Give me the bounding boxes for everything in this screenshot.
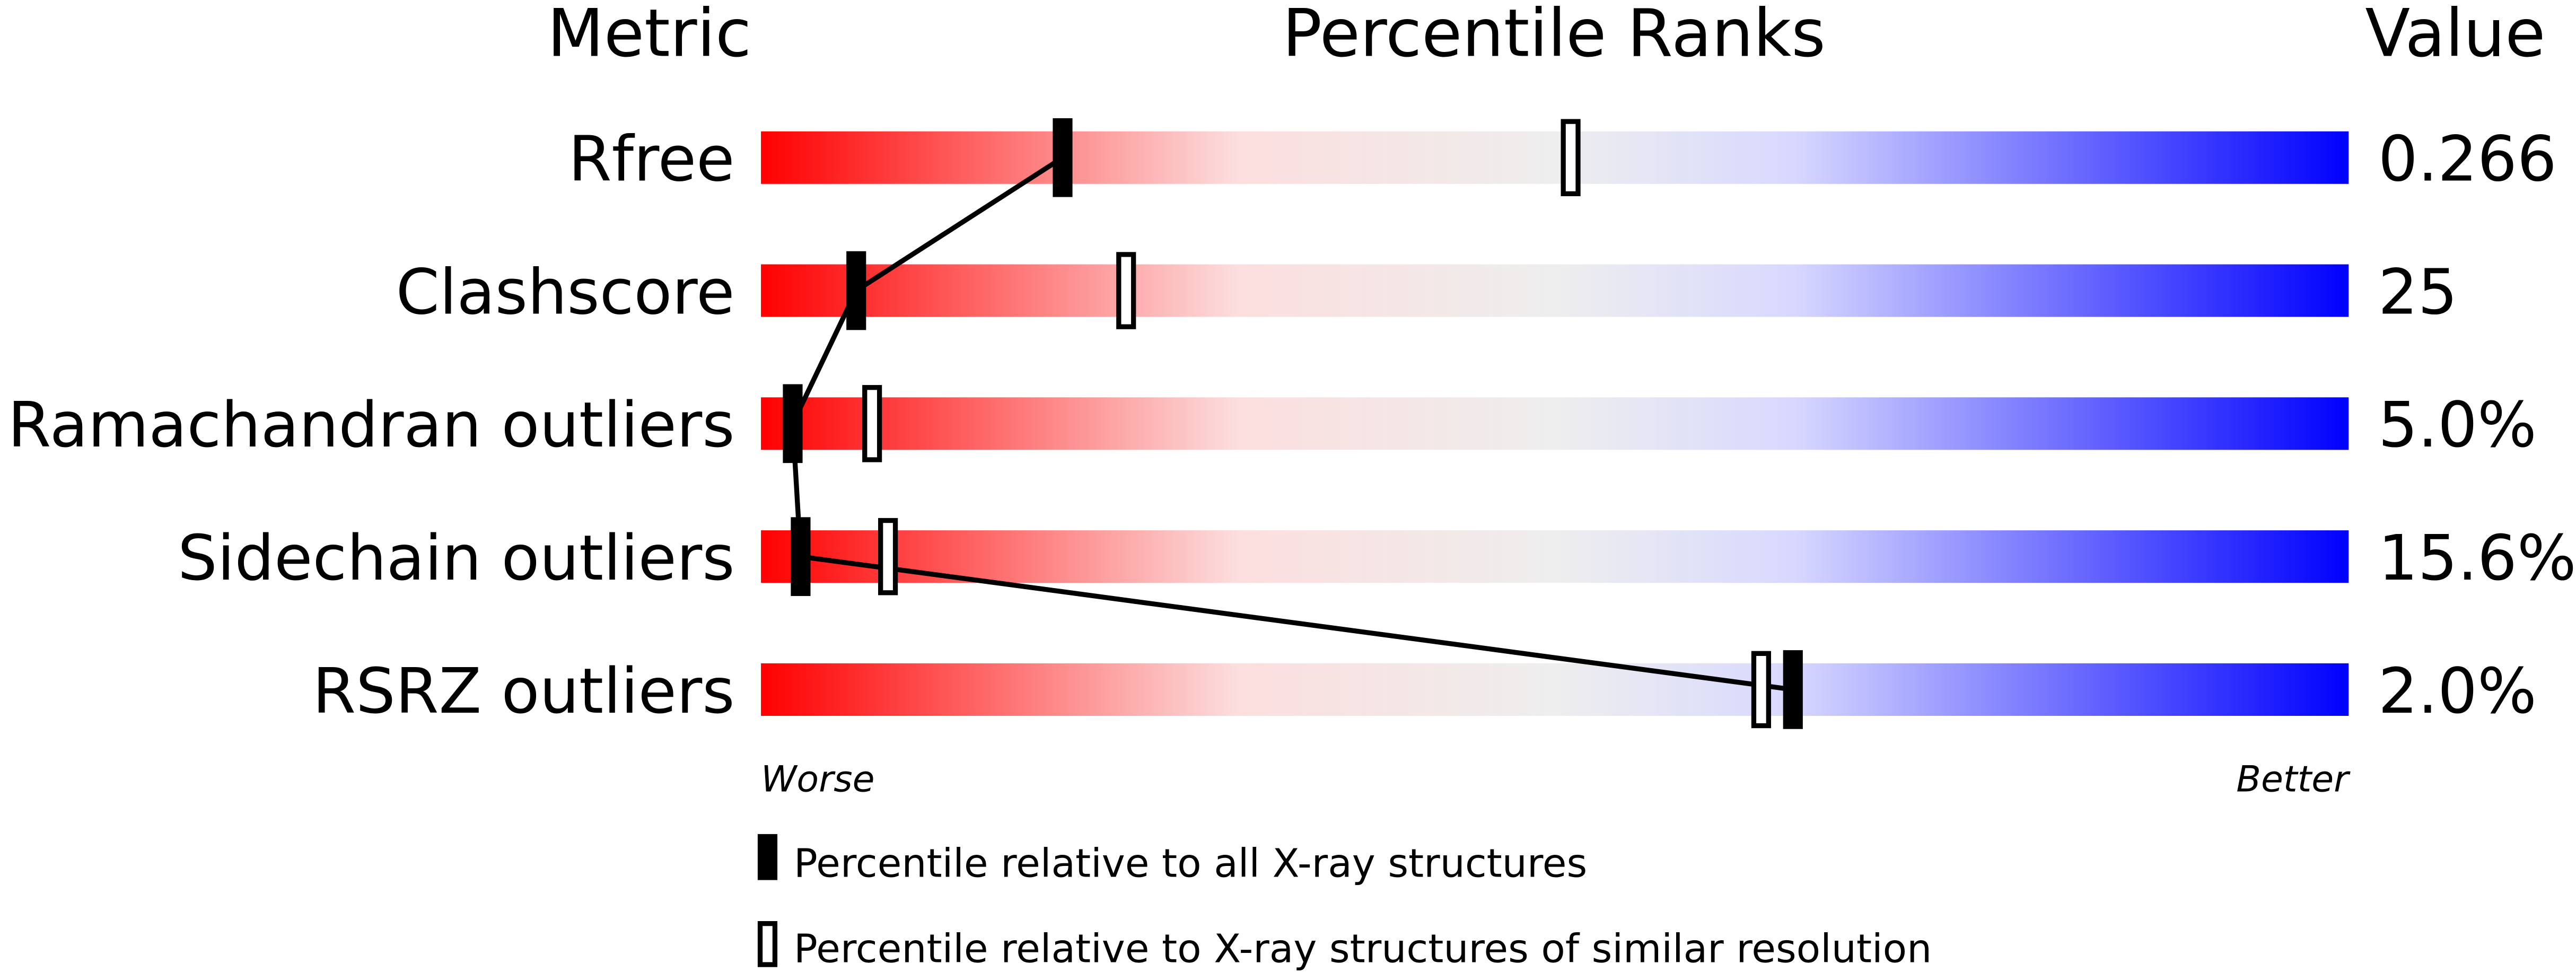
legend-filled-marker-icon — [757, 834, 778, 880]
percentile-bar — [761, 131, 2349, 184]
value-label: 0.266 — [2378, 123, 2557, 196]
marker-all-structures — [783, 384, 803, 463]
metric-label: RSRZ outliers — [312, 655, 734, 728]
percentile-bar — [761, 530, 2349, 583]
marker-all-structures — [846, 251, 866, 330]
value-label: 25 — [2378, 256, 2458, 328]
marker-similar-resolution — [1751, 651, 1771, 729]
metric-label: Clashscore — [396, 256, 735, 328]
percentile-bar — [761, 663, 2349, 716]
legend-label-all: Percentile relative to all X-ray structu… — [794, 840, 1587, 886]
marker-all-structures — [791, 517, 811, 596]
percentile-bar — [761, 264, 2349, 317]
metric-label: Ramachandran outliers — [8, 389, 735, 461]
legend-label-similar: Percentile relative to X-ray structures … — [794, 925, 1932, 971]
marker-similar-resolution — [878, 518, 898, 596]
marker-all-structures — [1053, 118, 1073, 197]
marker-similar-resolution — [1116, 252, 1136, 329]
metric-label: Sidechain outliers — [178, 522, 734, 594]
header-value: Value — [2365, 0, 2545, 72]
legend-open-marker-icon — [757, 921, 778, 967]
marker-similar-resolution — [1561, 119, 1581, 197]
value-label: 2.0% — [2378, 655, 2537, 728]
value-label: 15.6% — [2378, 522, 2576, 594]
axis-label-better: Better — [2236, 758, 2351, 800]
percentile-bar — [761, 397, 2349, 450]
marker-similar-resolution — [862, 385, 882, 462]
marker-all-structures — [1783, 650, 1803, 729]
header-metric: Metric — [547, 0, 751, 72]
axis-label-worse: Worse — [761, 758, 874, 800]
metric-label: Rfree — [568, 123, 735, 196]
header-percentile: Percentile Ranks — [1282, 0, 1825, 72]
value-label: 5.0% — [2378, 389, 2537, 461]
